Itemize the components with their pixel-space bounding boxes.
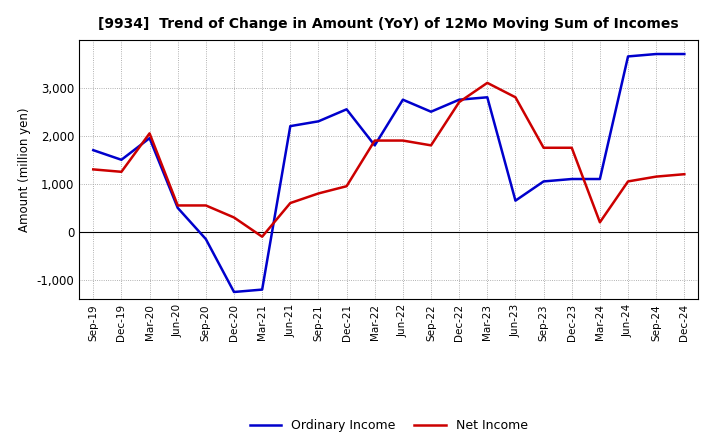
Net Income [314,191,323,196]
Net Income [427,143,436,148]
Ordinary Income [427,109,436,114]
Net Income [286,200,294,205]
Title: [9934]  Trend of Change in Amount (YoY) of 12Mo Moving Sum of Incomes: [9934] Trend of Change in Amount (YoY) o… [99,18,679,32]
Ordinary Income [174,205,182,210]
Ordinary Income [89,147,98,153]
Ordinary Income [511,198,520,203]
Net Income [511,95,520,100]
Ordinary Income [145,136,154,141]
Ordinary Income [258,287,266,292]
Net Income [539,145,548,150]
Net Income [145,131,154,136]
Ordinary Income [286,124,294,129]
Ordinary Income [342,106,351,112]
Ordinary Income [483,95,492,100]
Ordinary Income [370,143,379,148]
Ordinary Income [652,51,660,57]
Ordinary Income [455,97,464,103]
Net Income [117,169,126,174]
Net Income [89,167,98,172]
Net Income [624,179,632,184]
Ordinary Income [230,290,238,295]
Net Income [258,234,266,239]
Ordinary Income [202,236,210,242]
Ordinary Income [539,179,548,184]
Net Income [370,138,379,143]
Ordinary Income [595,176,604,182]
Ordinary Income [399,97,408,103]
Net Income [399,138,408,143]
Net Income [680,172,688,177]
Legend: Ordinary Income, Net Income: Ordinary Income, Net Income [245,414,533,437]
Net Income [202,203,210,208]
Line: Net Income: Net Income [94,83,684,237]
Net Income [652,174,660,179]
Net Income [455,99,464,105]
Net Income [174,203,182,208]
Ordinary Income [567,176,576,182]
Ordinary Income [680,51,688,57]
Ordinary Income [624,54,632,59]
Net Income [230,215,238,220]
Y-axis label: Amount (million yen): Amount (million yen) [18,107,31,231]
Net Income [342,183,351,189]
Net Income [567,145,576,150]
Net Income [595,220,604,225]
Ordinary Income [117,157,126,162]
Line: Ordinary Income: Ordinary Income [94,54,684,292]
Net Income [483,80,492,85]
Ordinary Income [314,119,323,124]
